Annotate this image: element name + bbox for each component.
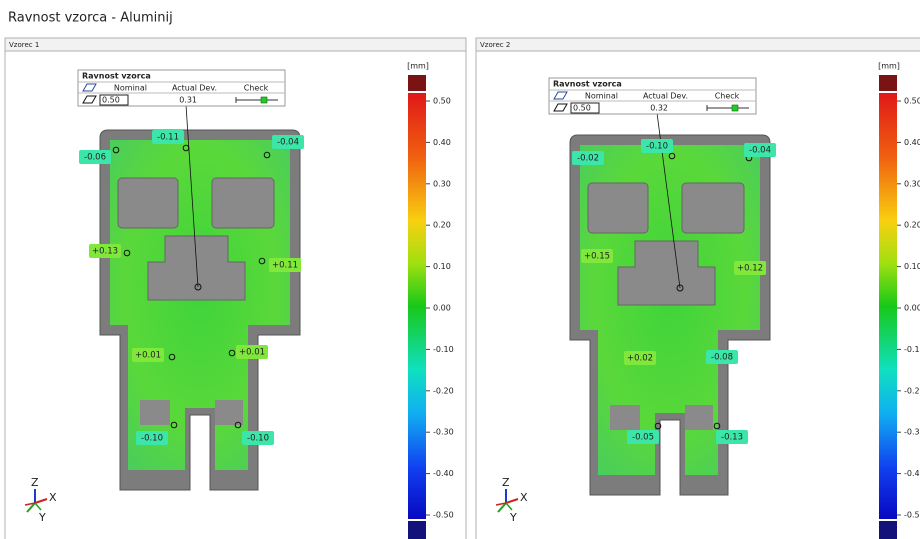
table-header: Actual xyxy=(643,92,668,101)
panel-header xyxy=(5,38,466,51)
deviation-label: +0.01 xyxy=(239,348,265,358)
scale-label: -0.30 xyxy=(904,428,920,437)
scale-label: 0.00 xyxy=(904,304,920,313)
scale-top-block xyxy=(408,75,426,91)
scale-label: -0.30 xyxy=(433,428,454,437)
table-header: Dev. xyxy=(670,92,688,101)
scale-bottom-block xyxy=(879,521,897,539)
scale-label: -0.40 xyxy=(904,469,920,478)
scale-unit: [mm] xyxy=(878,62,900,71)
deviation-label: -0.13 xyxy=(721,433,743,443)
axis-label: Y xyxy=(509,511,517,524)
axis-label: Y xyxy=(38,511,46,524)
deviation-label: +0.02 xyxy=(627,354,653,364)
deviation-label: -0.10 xyxy=(141,434,163,444)
panel-name: Vzorec 1 xyxy=(9,41,39,49)
deviation-label: +0.13 xyxy=(92,247,118,257)
scale-label: -0.50 xyxy=(433,511,454,520)
scale-bar xyxy=(408,93,426,519)
deviation-label: +0.12 xyxy=(737,264,763,274)
table-header: Actual xyxy=(172,84,197,93)
scale-top-block xyxy=(879,75,897,91)
table-header: Dev. xyxy=(199,84,217,93)
slot xyxy=(685,405,713,430)
slot xyxy=(140,400,170,425)
scale-label: 0.40 xyxy=(904,138,920,147)
scale-label: -0.50 xyxy=(904,511,920,520)
table-title: Ravnost vzorca xyxy=(553,80,622,89)
scale-label: 0.10 xyxy=(433,262,451,271)
deviation-label: -0.08 xyxy=(711,353,733,363)
deviation-label: +0.11 xyxy=(272,261,298,271)
panel-header xyxy=(476,38,920,51)
scale-label: 0.50 xyxy=(433,97,451,106)
panel: Vzorec 1 [mm] 0.50 0.40 0.30 0.20 0.10 0.00 -0.1… xyxy=(5,38,466,539)
nominal-value: 0.50 xyxy=(573,104,591,113)
pocket xyxy=(212,178,274,228)
table-header: Nominal xyxy=(114,84,147,93)
scale-label: -0.10 xyxy=(433,345,454,354)
pocket xyxy=(682,183,744,233)
page-title: Ravnost vzorca - Aluminij xyxy=(8,11,173,26)
screen: Ravnost vzorca - Aluminij Vzorec 1 [mm] 0.… xyxy=(0,0,920,539)
deviation-label: -0.04 xyxy=(277,138,299,148)
deviation-label: +0.15 xyxy=(584,252,610,262)
slot xyxy=(215,400,243,425)
table-title: Ravnost vzorca xyxy=(82,72,151,81)
scale-label: -0.40 xyxy=(433,469,454,478)
scale-label: -0.20 xyxy=(904,386,920,395)
table-header: Check xyxy=(715,92,740,101)
check-indicator xyxy=(732,105,738,111)
scale-label: 0.30 xyxy=(904,179,920,188)
deviation-label: -0.10 xyxy=(646,142,668,152)
axis-label: X xyxy=(49,491,57,504)
scale-label: 0.20 xyxy=(433,221,451,230)
deviation-label: -0.05 xyxy=(632,433,654,443)
table-header: Nominal xyxy=(585,92,618,101)
slot xyxy=(610,405,640,430)
scale-label: 0.30 xyxy=(433,179,451,188)
scale-label: 0.20 xyxy=(904,221,920,230)
deviation-label: -0.06 xyxy=(84,153,106,163)
panel-name: Vzorec 2 xyxy=(480,41,510,49)
deviation-label: -0.10 xyxy=(247,434,269,444)
nominal-value: 0.50 xyxy=(102,96,120,105)
scale-label: 0.00 xyxy=(433,304,451,313)
deviation-label: +0.01 xyxy=(135,351,161,361)
check-indicator xyxy=(261,97,267,103)
pocket xyxy=(588,183,648,233)
deviation-label: -0.11 xyxy=(157,133,179,143)
scale-label: 0.40 xyxy=(433,138,451,147)
scale-label: -0.10 xyxy=(904,345,920,354)
actual-value: 0.32 xyxy=(650,104,668,113)
scale-label: 0.50 xyxy=(904,97,920,106)
actual-value: 0.31 xyxy=(179,96,197,105)
table-header: Check xyxy=(244,84,269,93)
deviation-label: -0.04 xyxy=(749,146,771,156)
panel: Vzorec 2 [mm] 0.50 0.40 0.30 0.20 0.10 0.00 -0.1… xyxy=(476,38,920,539)
scale-label: -0.20 xyxy=(433,386,454,395)
scale-unit: [mm] xyxy=(407,62,429,71)
scale-label: 0.10 xyxy=(904,262,920,271)
scale-bar xyxy=(879,93,897,519)
deviation-label: -0.02 xyxy=(577,154,599,164)
axis-label: X xyxy=(520,491,528,504)
scale-bottom-block xyxy=(408,521,426,539)
axis-label: Z xyxy=(502,476,510,489)
axis-label: Z xyxy=(31,476,39,489)
pocket xyxy=(118,178,178,228)
